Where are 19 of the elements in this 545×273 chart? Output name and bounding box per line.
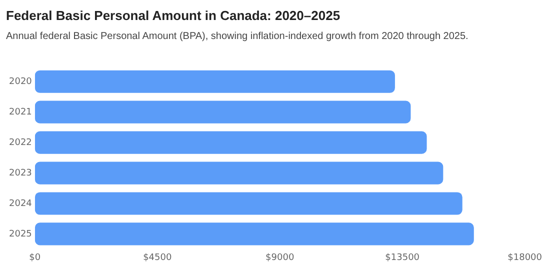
- y-tick-label: 2024: [9, 198, 32, 209]
- x-tick-label: $18000: [508, 252, 542, 263]
- bar: [34, 162, 444, 184]
- chart-subtitle: Annual federal Basic Personal Amount (BPA), showing inflation-indexed growth from 2020 through 2025.: [6, 31, 468, 42]
- y-tick-label: 2022: [9, 138, 32, 148]
- x-tick-label: $0: [29, 252, 41, 263]
- bar: [34, 100, 411, 124]
- bar: [34, 192, 462, 215]
- y-tick-label: 2023: [9, 168, 32, 178]
- bar: [34, 70, 395, 93]
- chart-title: Federal Basic Personal Amount in Canada: 2020–2025: [6, 8, 340, 23]
- x-tick-label: $4500: [143, 252, 172, 263]
- y-tick-label: 2020: [9, 76, 32, 87]
- y-tick-label: 2021: [9, 107, 32, 118]
- bar: [34, 222, 474, 246]
- bar: [34, 131, 427, 154]
- x-tick-label: $9000: [266, 252, 294, 263]
- y-tick-label: 2025: [9, 229, 32, 240]
- x-tick-label: $13500: [385, 252, 420, 263]
